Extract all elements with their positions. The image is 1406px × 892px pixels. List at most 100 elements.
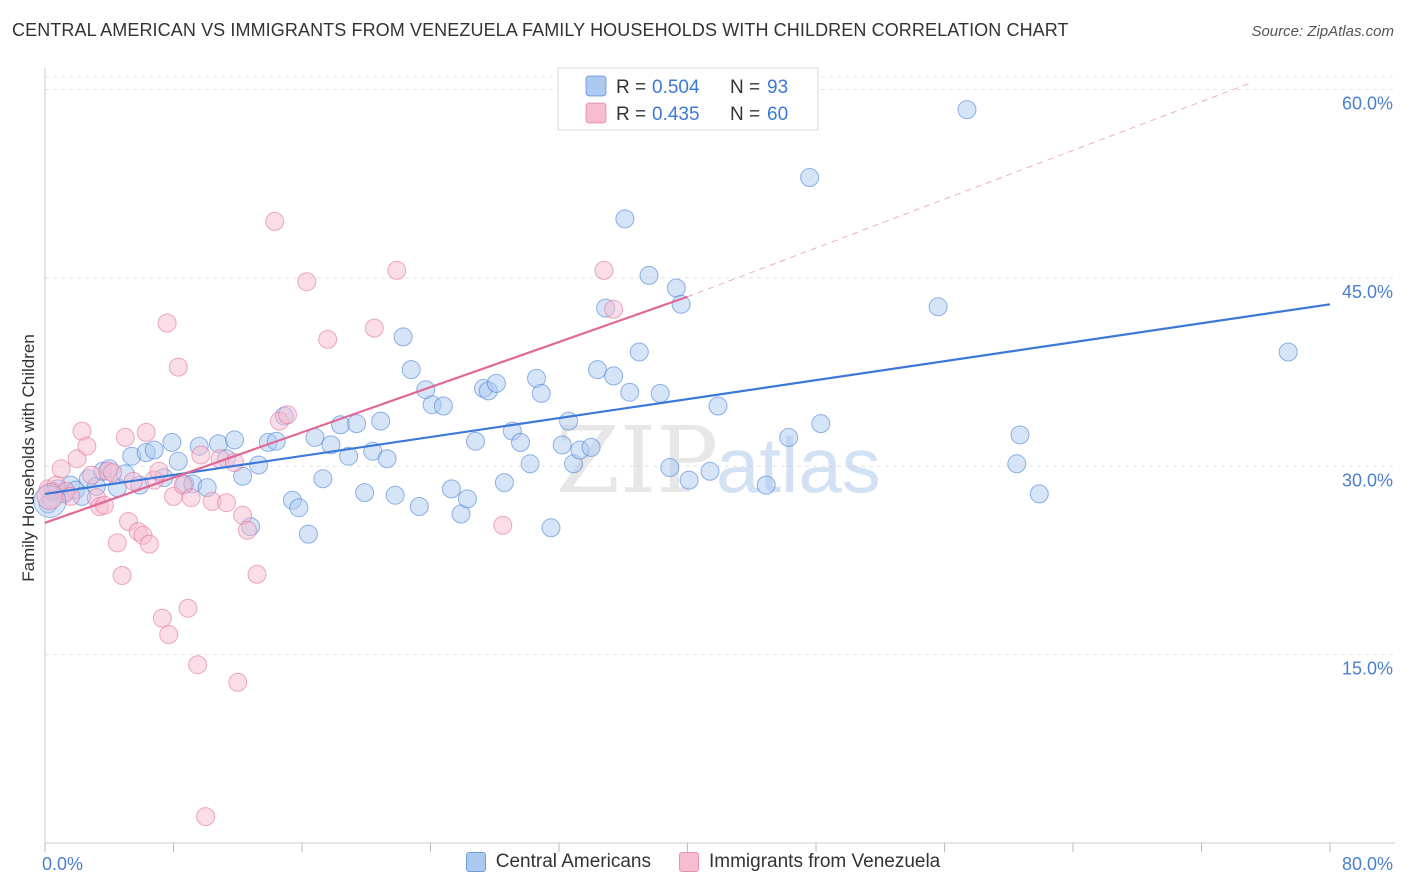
legend-n-value-2: 60 [767, 104, 788, 125]
point-central-american-53 [441, 479, 461, 499]
point-central-american-56 [466, 431, 485, 451]
point-central-american-75 [615, 209, 635, 229]
point-cluster-blue [33, 484, 67, 518]
point-venezuela-16 [112, 566, 132, 585]
point-venezuela-43 [237, 520, 257, 540]
legend-label-venezuela: Immigrants from Venezuela [708, 851, 941, 872]
point-central-american-42 [355, 483, 375, 503]
point-venezuela-14 [103, 463, 122, 483]
legend-swatch-blue [585, 75, 607, 97]
point-venezuela-49 [318, 329, 338, 349]
point-venezuela-48 [297, 272, 317, 292]
point-central-american-86 [756, 475, 776, 495]
point-central-american-65 [531, 383, 551, 403]
point-venezuela-27 [157, 313, 177, 333]
legend-r-label-2: R = [616, 104, 646, 125]
point-central-american-48 [401, 360, 421, 380]
point-central-american-26 [225, 430, 244, 450]
point-venezuela-9 [82, 465, 102, 485]
point-central-american-80 [660, 458, 680, 477]
point-central-american-16 [144, 440, 164, 460]
point-venezuela-52 [493, 515, 513, 535]
legend-item-venezuela: Immigrants from Venezuela [678, 851, 941, 873]
point-venezuela-54 [604, 299, 624, 319]
point-central-american-94 [1029, 484, 1049, 504]
trend-line-venezuela [44, 295, 688, 524]
legend-swatch-venezuela [678, 852, 699, 872]
point-venezuela-17 [115, 427, 135, 447]
point-central-american-63 [520, 454, 540, 474]
point-central-american-34 [289, 498, 309, 518]
point-venezuela-32 [178, 598, 198, 618]
y-tick-label-2: 45.0% [1342, 282, 1393, 302]
point-venezuela-30 [168, 357, 188, 377]
legend-label-central-americans: Central Americans [495, 851, 651, 872]
point-central-american-35 [298, 524, 318, 544]
point-venezuela-45 [265, 211, 285, 231]
y-axis-label: Family Households with Children [19, 334, 38, 582]
legend-swatch-central-americans [465, 852, 486, 872]
trend-lines [44, 82, 1331, 524]
point-venezuela-26 [152, 608, 172, 628]
point-central-american-89 [811, 414, 831, 434]
point-central-american-29 [249, 455, 269, 475]
series-legend: Central Americans Immigrants from Venezu… [0, 851, 1406, 873]
point-central-american-46 [385, 485, 405, 505]
point-central-american-81 [666, 278, 686, 298]
point-central-american-72 [588, 360, 607, 380]
legend-n-value-1: 93 [767, 77, 788, 98]
point-central-american-59 [486, 373, 506, 393]
point-venezuela-34 [188, 655, 208, 675]
point-venezuela-22 [136, 422, 156, 442]
point-central-american-83 [679, 470, 699, 490]
point-central-american-41 [347, 414, 367, 434]
point-central-american-85 [708, 396, 728, 416]
trend-line-central-americans [44, 303, 1331, 495]
legend-r-value-2: 0.435 [652, 104, 700, 125]
point-central-american-40 [339, 446, 359, 466]
point-venezuela-15 [107, 533, 127, 553]
point-central-american-66 [541, 518, 561, 538]
point-venezuela-28 [159, 625, 179, 644]
point-central-american-91 [957, 100, 977, 120]
point-central-american-71 [581, 437, 601, 457]
point-central-american-79 [650, 383, 670, 403]
point-venezuela-47 [278, 405, 297, 425]
point-cluster-pink [36, 482, 64, 510]
point-venezuela-51 [387, 260, 407, 280]
point-venezuela-53 [594, 260, 614, 280]
point-central-american-93 [1010, 425, 1030, 445]
point-central-american-95 [1278, 342, 1298, 362]
point-venezuela-33 [181, 488, 201, 508]
y-tick-label-0: 15.0% [1342, 659, 1393, 679]
point-venezuela-6 [67, 449, 87, 469]
point-venezuela-8 [77, 436, 97, 456]
legend-swatch-pink [585, 102, 607, 124]
data-points [33, 100, 1298, 827]
correlation-legend: R = 0.504 N = 93 R = 0.435 N = 60 [557, 67, 819, 131]
point-central-american-90 [928, 297, 948, 317]
point-central-american-88 [800, 168, 820, 187]
legend-r-value-1: 0.504 [652, 77, 700, 98]
point-central-american-19 [168, 451, 188, 471]
point-venezuela-35 [191, 445, 211, 465]
point-central-american-74 [604, 366, 624, 386]
x-tick-label-min: 0.0% [42, 854, 83, 874]
point-venezuela-41 [228, 672, 248, 692]
watermark: ZIP atlas [556, 407, 881, 514]
legend-r-label-1: R = [616, 77, 646, 98]
chart-title: CENTRAL AMERICAN VS IMMIGRANTS FROM VENE… [12, 20, 1069, 40]
point-central-american-67 [552, 435, 572, 455]
point-central-american-60 [494, 473, 514, 493]
tick-labels: 15.0% 30.0% 45.0% 60.0% 0.0% 80.0% [42, 94, 1393, 874]
watermark-atlas: atlas [716, 421, 881, 509]
point-venezuela-44 [247, 564, 267, 584]
legend-item-central-americans: Central Americans [465, 851, 651, 873]
axes [44, 68, 1395, 852]
point-central-american-77 [629, 342, 649, 362]
point-central-american-38 [321, 435, 341, 455]
legend-n-label-1: N = [730, 77, 760, 98]
point-central-american-45 [377, 449, 397, 469]
point-venezuela-39 [217, 493, 236, 513]
